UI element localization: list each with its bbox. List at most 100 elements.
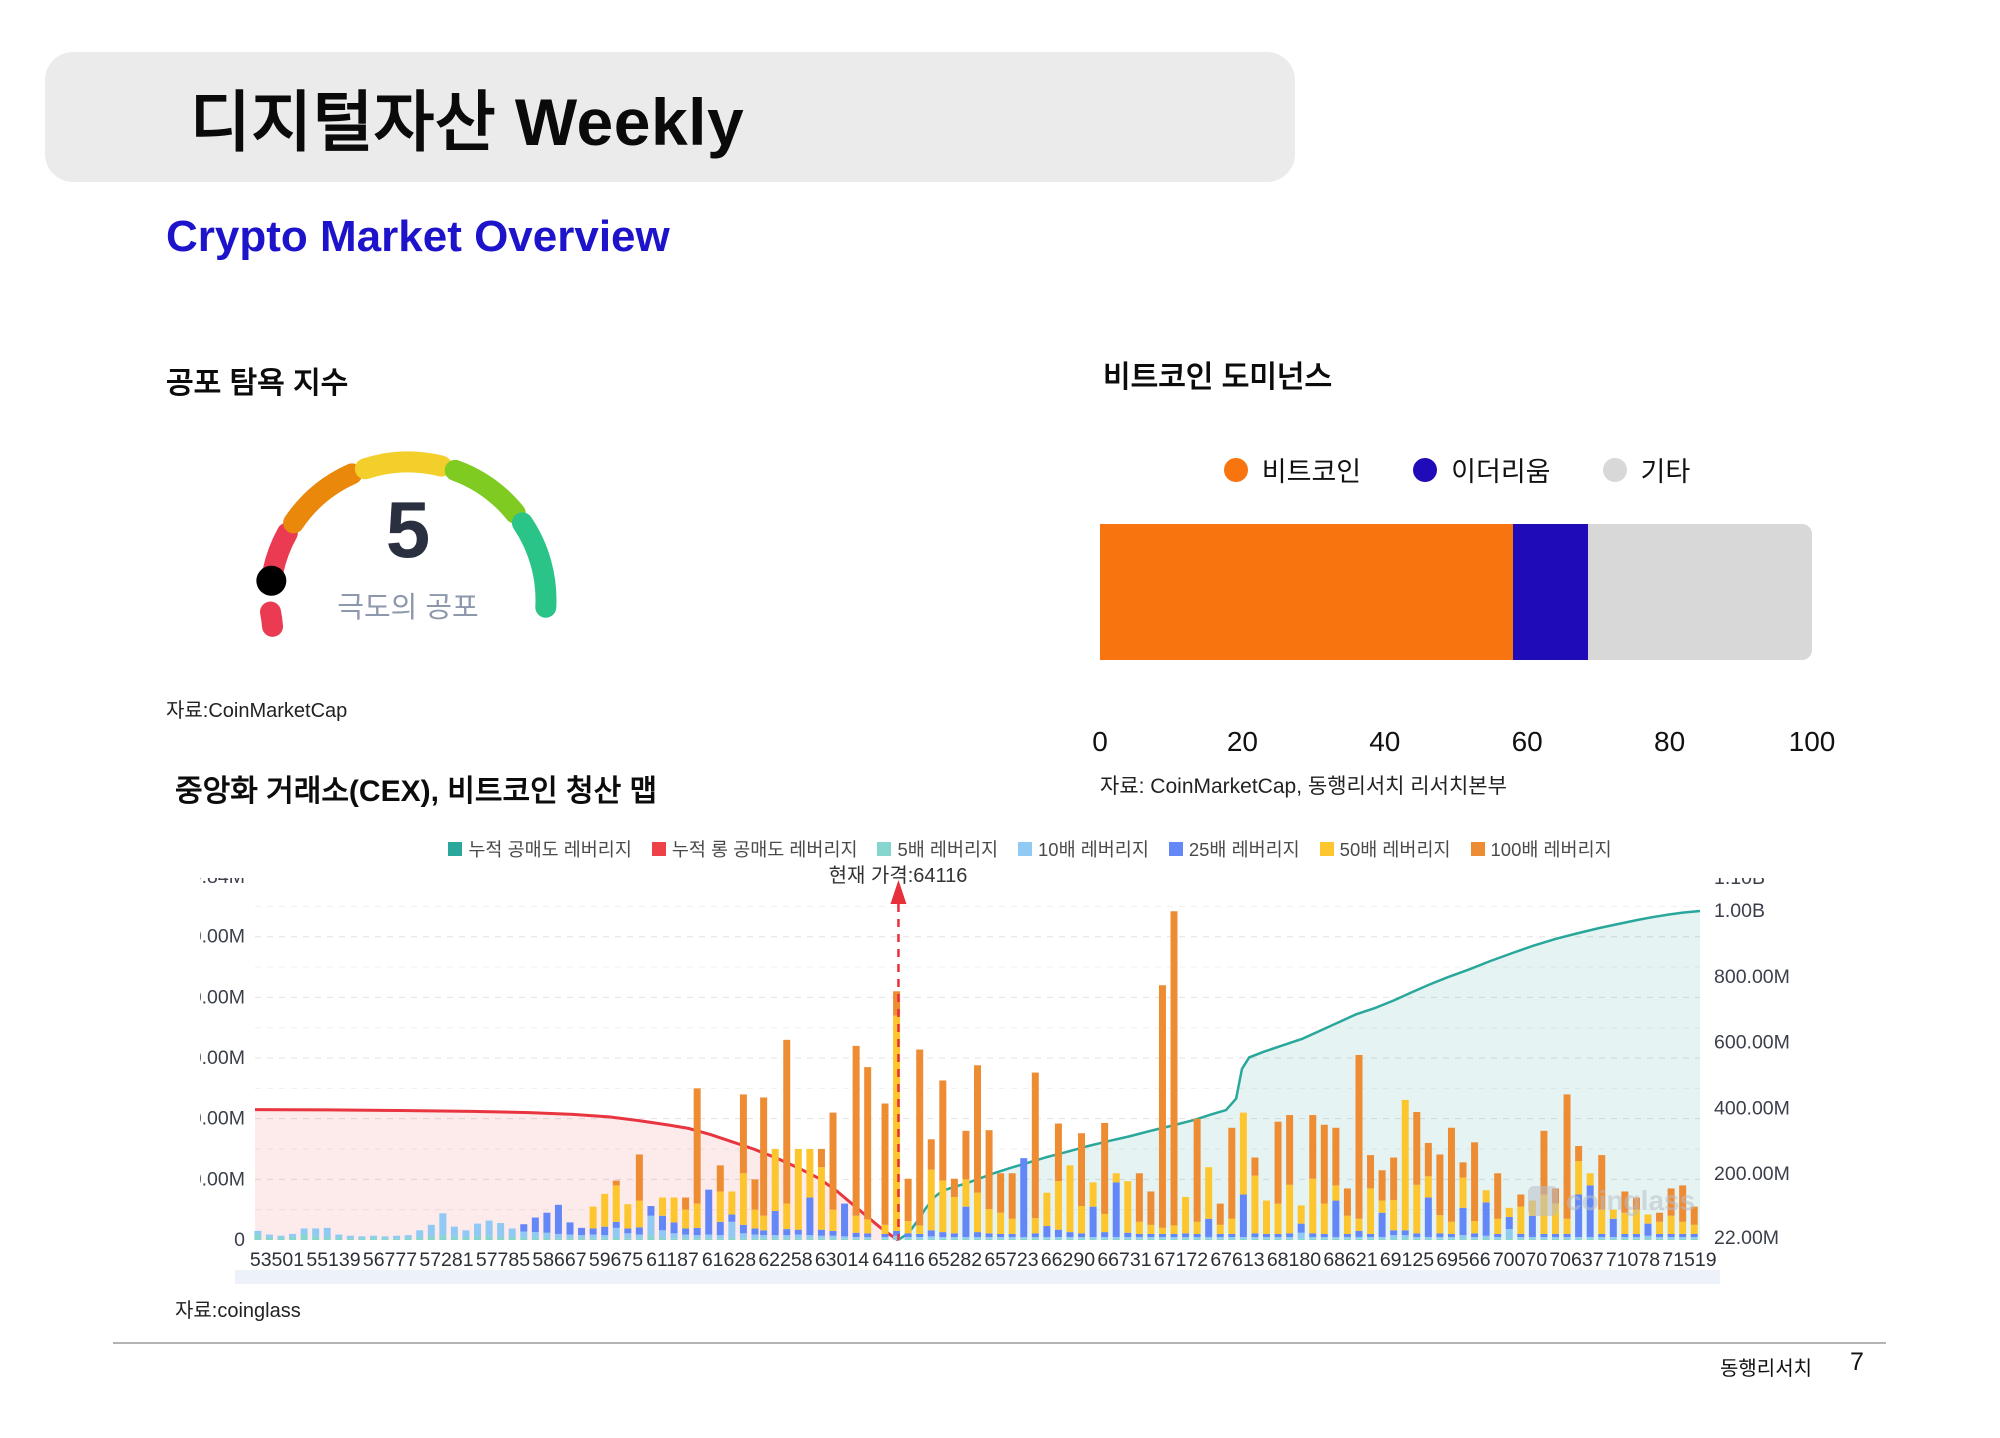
svg-text:61628: 61628 (702, 1249, 756, 1271)
legend-square-icon (651, 842, 666, 856)
svg-text:70070: 70070 (1493, 1249, 1547, 1271)
header-banner (45, 52, 1295, 182)
svg-text:65282: 65282 (928, 1249, 982, 1271)
dominance-legend: 비트코인 이더리움 기타 (1100, 450, 1814, 489)
gauge-value-label: 극도의 공포 (337, 592, 478, 624)
legend-label: 기타 (1640, 457, 1691, 487)
legend-label: 5배 레버리지 (897, 839, 999, 860)
svg-text:20.00M: 20.00M (200, 1108, 245, 1130)
fear-greed-source: 자료:CoinMarketCap (166, 700, 348, 722)
dominance-axis-tick: 80 (1654, 726, 1686, 757)
svg-text:1.00B: 1.00B (1714, 900, 1765, 922)
legend-square-icon (448, 842, 463, 856)
svg-text:67613: 67613 (1210, 1249, 1264, 1271)
dominance-source: 자료: CoinMarketCap, 동행리서치 리서치본부 (1100, 775, 1507, 798)
liquidation-legend-item: 50배 레버리지 (1319, 836, 1451, 862)
dominance-stacked-bar (1100, 524, 1812, 660)
svg-text:66290: 66290 (1041, 1249, 1095, 1271)
svg-text:0: 0 (234, 1229, 245, 1251)
legend-square-icon (1470, 842, 1485, 856)
svg-text:1.10B: 1.10B (1714, 878, 1765, 889)
legend-square-icon (1319, 842, 1334, 856)
svg-text:71078: 71078 (1606, 1249, 1660, 1271)
svg-text:68180: 68180 (1267, 1249, 1321, 1271)
svg-text:22.00M: 22.00M (1714, 1227, 1779, 1249)
svg-text:400.00M: 400.00M (1714, 1097, 1790, 1119)
liquidation-source: 자료:coinglass (175, 1300, 301, 1322)
liquidation-legend-item: 5배 레버리지 (877, 836, 998, 862)
liquidation-legend-item: 누적 롱 공매도 레버리지 (651, 836, 858, 862)
liquidation-legend-item: 10배 레버리지 (1018, 836, 1149, 862)
legend-square-icon (1168, 842, 1183, 856)
dominance-segment-이더리움 (1512, 524, 1588, 660)
svg-text:800.00M: 800.00M (1714, 966, 1790, 988)
svg-text:59675: 59675 (589, 1249, 643, 1271)
page-number: 7 (1850, 1348, 1864, 1376)
liquidation-title: 중앙화 거래소(CEX), 비트코인 청산 맵 (175, 775, 658, 808)
legend-label: 누적 공매도 레버리지 (468, 839, 632, 860)
svg-text:50.00M: 50.00M (200, 926, 245, 948)
svg-text:53501: 53501 (250, 1249, 304, 1271)
legend-label: 10배 레버리지 (1038, 839, 1149, 860)
legend-label: 이더리움 (1451, 457, 1551, 487)
svg-text:58667: 58667 (532, 1249, 586, 1271)
svg-text:55139: 55139 (306, 1249, 360, 1271)
legend-label: 100배 레버리지 (1490, 839, 1612, 860)
svg-text:10.00M: 10.00M (200, 1168, 245, 1190)
svg-text:69566: 69566 (1436, 1249, 1490, 1271)
svg-text:64116: 64116 (872, 1249, 925, 1271)
dominance-axis: 0 20 40 60 80 100 (1092, 726, 1835, 760)
legend-dot-icon (1223, 457, 1248, 482)
svg-text:67172: 67172 (1154, 1249, 1208, 1271)
svg-text:59.84M: 59.84M (200, 878, 245, 888)
footer-brand: 동행리서치 (1720, 1358, 1812, 1380)
dominance-legend-item: 기타 (1602, 450, 1691, 489)
svg-text:56777: 56777 (363, 1249, 417, 1271)
svg-text:200.00M: 200.00M (1714, 1163, 1790, 1185)
coinglass-watermark: coinglass (1528, 1185, 1695, 1216)
dominance-segment-기타 (1587, 524, 1812, 660)
svg-text:57785: 57785 (476, 1249, 530, 1271)
dominance-legend-item: 비트코인 (1223, 450, 1362, 489)
legend-label: 비트코인 (1261, 457, 1362, 487)
dominance-segment-비트코인 (1100, 524, 1513, 660)
svg-text:30.00M: 30.00M (200, 1047, 245, 1069)
liquidation-legend-item: 누적 공매도 레버리지 (448, 836, 632, 862)
dominance-axis-tick: 60 (1511, 726, 1543, 757)
page-subtitle: Crypto Market Overview (166, 212, 670, 261)
liquidation-legend: 누적 공매도 레버리지 누적 롱 공매도 레버리지 5배 레버리지 10배 레버리지 2… (200, 836, 1860, 862)
legend-label: 누적 롱 공매도 레버리지 (671, 839, 858, 860)
page-title: 디지털자산 Weekly (190, 85, 745, 159)
legend-square-icon (877, 842, 892, 856)
svg-text:62258: 62258 (758, 1249, 812, 1271)
svg-text:600.00M: 600.00M (1714, 1032, 1790, 1054)
liquidation-legend-item: 25배 레버리지 (1168, 836, 1300, 862)
legend-dot-icon (1602, 457, 1627, 482)
dominance-axis-tick: 40 (1369, 726, 1401, 757)
svg-text:40.00M: 40.00M (200, 986, 245, 1008)
svg-text:61187: 61187 (646, 1249, 699, 1271)
gauge-value: 5 (386, 485, 431, 574)
liquidation-legend-item: 100배 레버리지 (1470, 836, 1612, 862)
svg-text:69125: 69125 (1380, 1249, 1434, 1271)
legend-dot-icon (1413, 457, 1438, 482)
dominance-axis-tick: 0 (1092, 726, 1108, 757)
fear-greed-gauge: 5 극도의 공포 (256, 451, 557, 637)
dominance-axis-tick: 100 (1788, 726, 1836, 757)
svg-text:63014: 63014 (815, 1249, 869, 1271)
legend-square-icon (1018, 842, 1033, 856)
fear-greed-title: 공포 탐욕 지수 (166, 367, 349, 400)
svg-text:57281: 57281 (419, 1249, 473, 1271)
liquidation-chart: 59.84M 50.00M 40.00M 30.00M 20.00M 10.00M 0 1.1… (200, 878, 1790, 1284)
dominance-title: 비트코인 도미넌스 (1103, 361, 1333, 394)
dominance-axis-tick: 20 (1226, 726, 1258, 757)
svg-text:71519: 71519 (1662, 1249, 1716, 1271)
dominance-legend-item: 이더리움 (1413, 450, 1551, 489)
footer-divider (113, 1342, 1886, 1344)
svg-text:66731: 66731 (1097, 1249, 1151, 1271)
svg-text:coinglass: coinglass (1566, 1185, 1695, 1216)
legend-label: 25배 레버리지 (1188, 839, 1300, 860)
svg-text:65723: 65723 (984, 1249, 1038, 1271)
current-price-label: 현재 가격:64116 (828, 865, 968, 887)
